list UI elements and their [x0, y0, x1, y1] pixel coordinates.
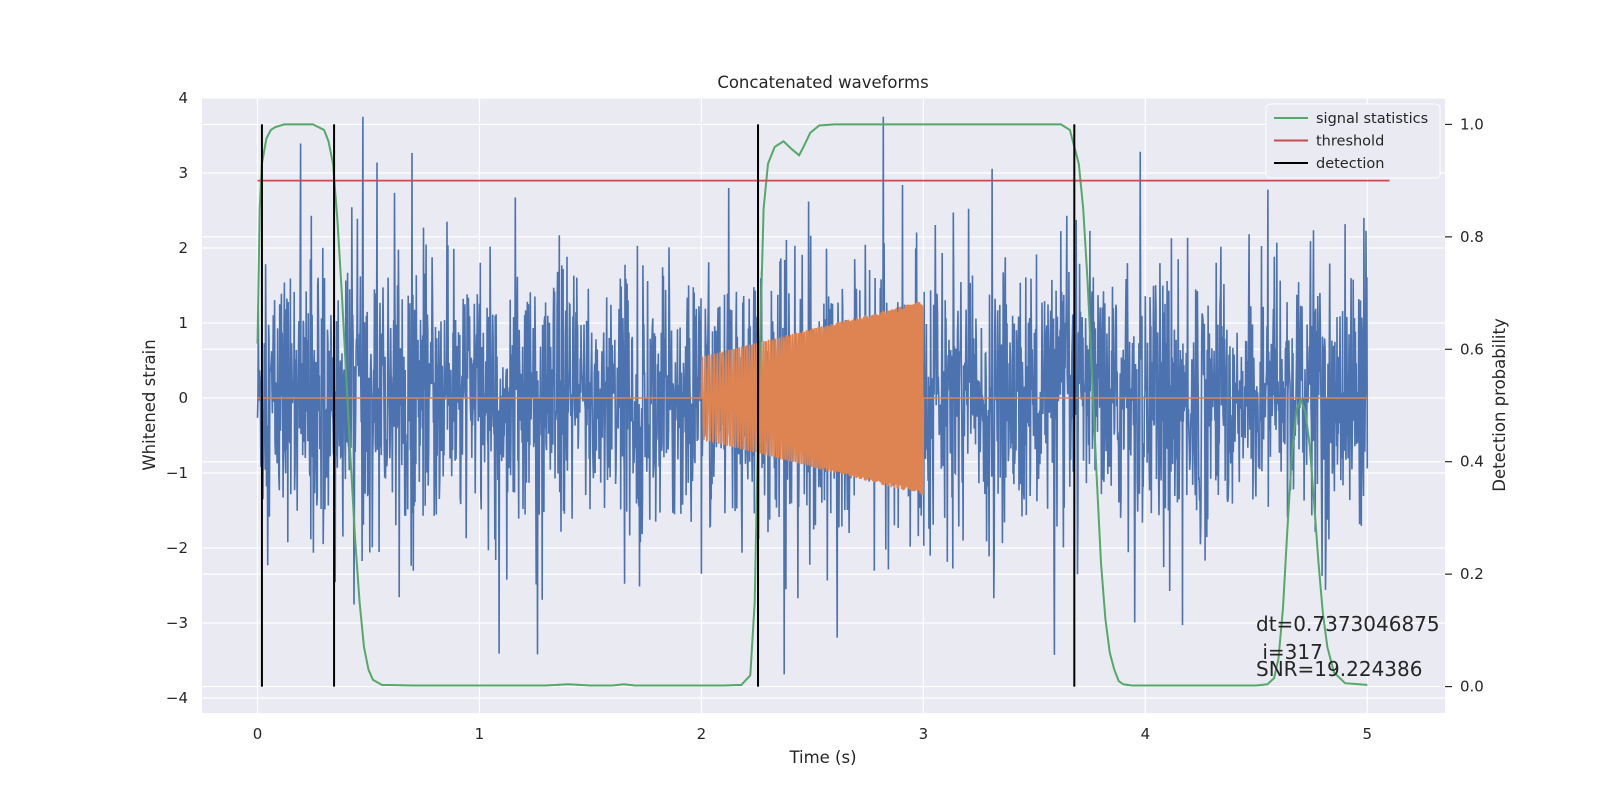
injected-waveform-line: [257, 301, 1368, 496]
signal-statistics-series: [256, 123, 1368, 687]
x-tick-label: 2: [697, 725, 707, 743]
detection-series: [260, 124, 1076, 687]
annotation-dt: dt=0.7373046875: [1256, 612, 1440, 636]
y-tick-label: 4: [178, 89, 188, 107]
x-tick-label: 3: [919, 725, 929, 743]
y2-tick-label: 0.6: [1460, 340, 1484, 358]
ticks: 0 1 2 3 4 5 −4 −3 −2 −1 0 1 2 3 4 0.0 0.2 0.4 0.6 0.8 1.0: [166, 89, 1484, 743]
y-tick-label: 1: [178, 314, 188, 332]
y-tick-label: 2: [178, 239, 188, 257]
annotations: dt=0.7373046875 i=317 SNR=19.224386: [1256, 612, 1440, 681]
y2-tick-label: 0.4: [1460, 453, 1484, 471]
y-tick-label: −3: [166, 614, 188, 632]
y2-tick-label: 0.8: [1460, 228, 1484, 246]
legend-box: [1265, 103, 1441, 179]
legend: signal statistics threshold detection: [1265, 103, 1441, 179]
legend-label-2: detection: [1316, 156, 1384, 172]
x-axis-label: Time (s): [788, 748, 856, 767]
signal-statistics-line: [256, 123, 1368, 687]
y-tick-label: −1: [166, 464, 188, 482]
chart-title: Concatenated waveforms: [717, 73, 928, 92]
annotation-snr: SNR=19.224386: [1256, 657, 1422, 681]
y2-tick-label: 1.0: [1460, 115, 1484, 133]
x-tick-label: 1: [475, 725, 485, 743]
x-tick-label: 4: [1141, 725, 1151, 743]
y2-axis-label: Detection probability: [1490, 318, 1509, 492]
y-tick-label: −2: [166, 539, 188, 557]
y2-tick-label: 0.0: [1460, 678, 1484, 696]
x-tick-label: 5: [1363, 725, 1373, 743]
legend-label-1: threshold: [1316, 134, 1384, 150]
legend-label-0: signal statistics: [1316, 111, 1428, 127]
y2-tick-label: 0.2: [1460, 565, 1484, 583]
y-tick-label: −4: [166, 689, 188, 707]
y-tick-label: 0: [178, 389, 188, 407]
annotation-index: i=317: [1256, 640, 1323, 664]
x-tick-label: 0: [253, 725, 263, 743]
y-axis-label: Whitened strain: [140, 339, 159, 470]
injected-waveform-series: [257, 301, 1368, 496]
y-tick-label: 3: [178, 164, 188, 182]
